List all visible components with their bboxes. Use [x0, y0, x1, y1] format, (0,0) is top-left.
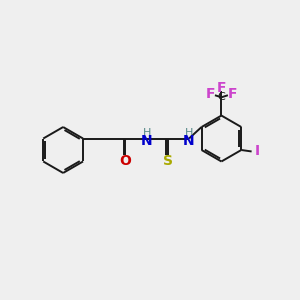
- Text: C: C: [218, 92, 225, 102]
- Text: O: O: [119, 154, 131, 168]
- Text: F: F: [217, 81, 226, 95]
- Text: H: H: [185, 128, 193, 138]
- Text: F: F: [228, 87, 237, 101]
- Text: N: N: [141, 134, 152, 148]
- Text: I: I: [254, 145, 260, 158]
- Text: N: N: [183, 134, 195, 148]
- Text: H: H: [142, 128, 151, 138]
- Text: F: F: [206, 87, 215, 101]
- Text: S: S: [163, 154, 173, 168]
